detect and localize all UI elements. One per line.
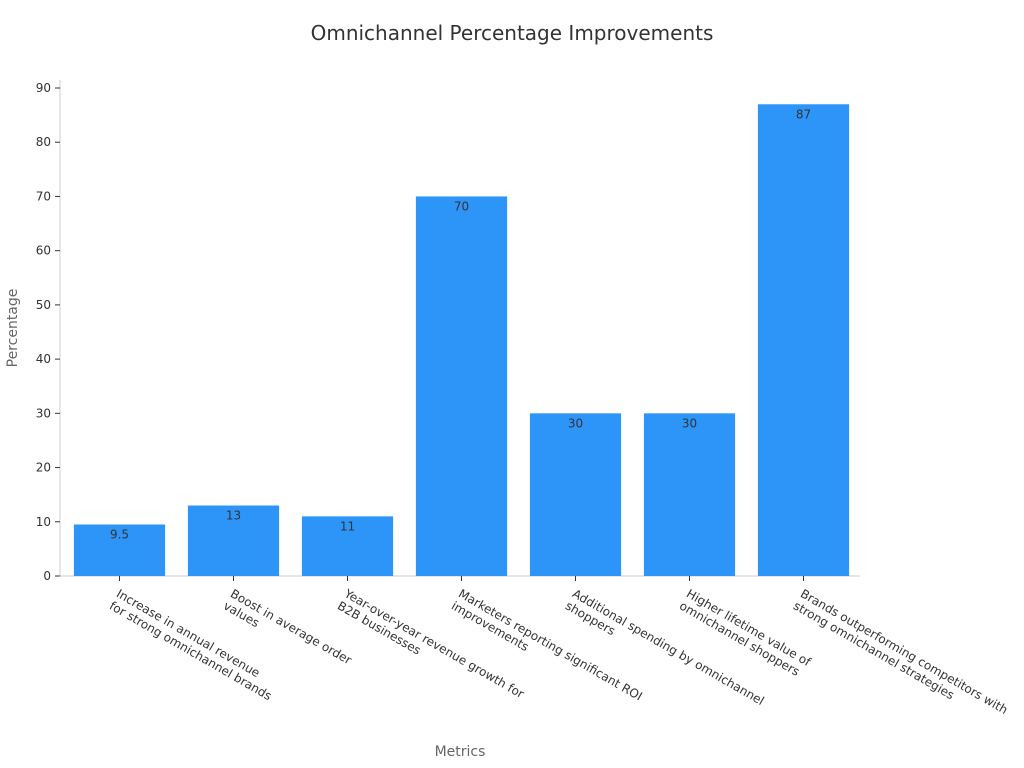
bar-value-label: 11 — [340, 519, 355, 533]
x-tick-label: Brands outperforming competitors withstr… — [791, 586, 1010, 729]
y-tick-label: 10 — [36, 515, 51, 529]
bar — [187, 505, 280, 576]
x-axis-title: Metrics — [435, 744, 486, 760]
bar-value-label: 13 — [226, 509, 241, 523]
bars: 9.5 13 11 70 30 30 87 — [73, 104, 850, 577]
y-tick-label: 90 — [36, 81, 51, 95]
y-tick-label: 60 — [36, 244, 51, 258]
y-axis-title: Percentage — [5, 289, 21, 368]
x-tick-label-line: Marketers reporting significant ROI — [456, 586, 645, 703]
bar — [643, 413, 736, 576]
y-tick-label: 0 — [43, 569, 51, 583]
y-tick-label: 30 — [36, 406, 51, 420]
bar-value-label: 70 — [454, 199, 469, 213]
x-tick-label-line: Year-over-year revenue growth for — [341, 586, 526, 701]
x-tick-label: Additional spending by omnichannelshoppe… — [563, 586, 767, 720]
chart-title: Omnichannel Percentage Improvements — [311, 21, 714, 45]
x-tick-label-line: Higher lifetime value of — [684, 586, 814, 669]
bar-value-label: 87 — [796, 107, 811, 121]
y-tick-label: 50 — [36, 298, 51, 312]
x-tick-label: Year-over-year revenue growth forB2B bus… — [334, 586, 526, 713]
x-tick-label: Marketers reporting significant ROIimpro… — [449, 586, 645, 715]
bar — [757, 104, 850, 577]
y-tick-label: 40 — [36, 352, 51, 366]
bar-value-label: 30 — [568, 416, 583, 430]
bar-value-label: 9.5 — [110, 527, 129, 541]
bar — [73, 524, 166, 576]
x-tick-label-line: Boost in average order — [228, 586, 354, 667]
y-axis-ticks: 0 10 20 30 40 50 60 70 80 90 — [36, 81, 60, 583]
x-tick-label-line: Additional spending by omnichannel — [570, 586, 767, 708]
bar — [301, 516, 394, 576]
bar — [415, 196, 508, 576]
y-tick-label: 70 — [36, 189, 51, 203]
bar-value-label: 30 — [682, 416, 697, 430]
y-tick-label: 80 — [36, 135, 51, 149]
bar — [529, 413, 622, 576]
x-tick-label-line: strong omnichannel strategies — [791, 599, 957, 703]
x-tick-label-line: Brands outperforming competitors with — [798, 586, 1010, 717]
y-tick-label: 20 — [36, 461, 51, 475]
x-axis-ticks: Increase in annual revenuefor strong omn… — [107, 576, 1010, 729]
